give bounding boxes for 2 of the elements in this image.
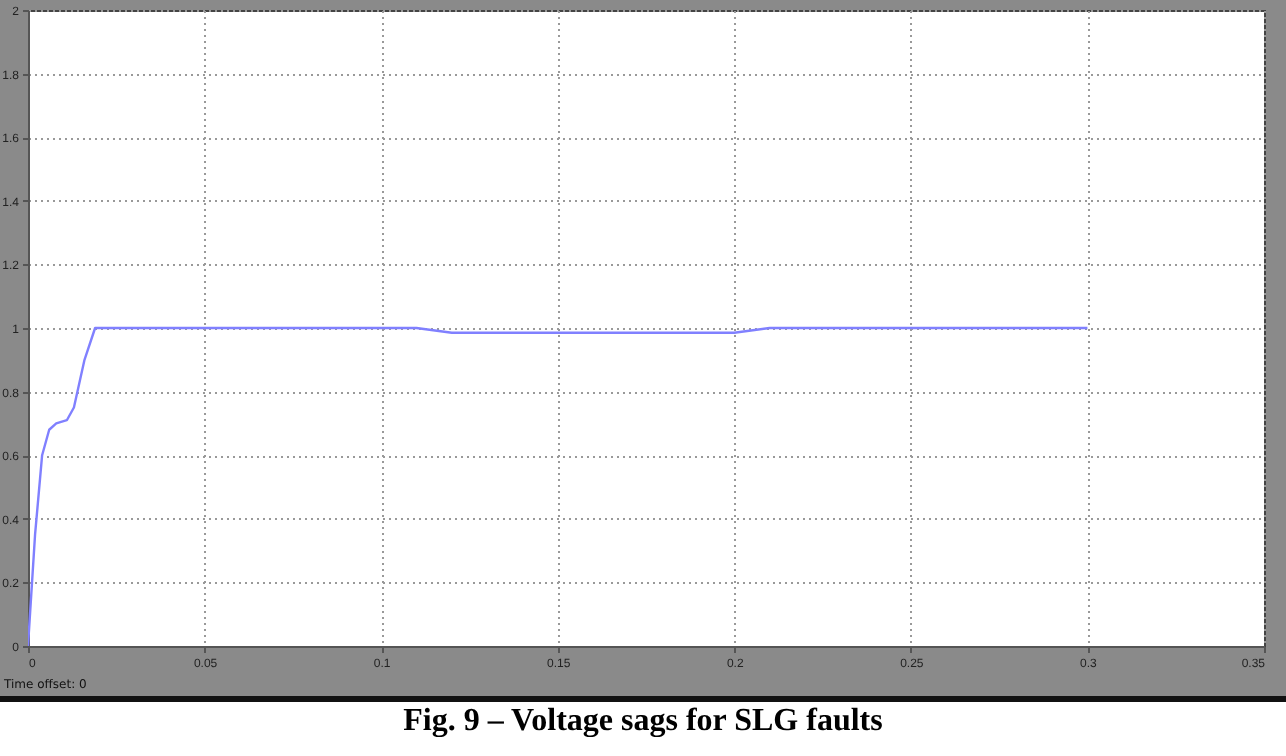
line-series [28,326,1089,646]
text: Fig. 9 – Voltage sags for SLG faults [401,704,885,740]
